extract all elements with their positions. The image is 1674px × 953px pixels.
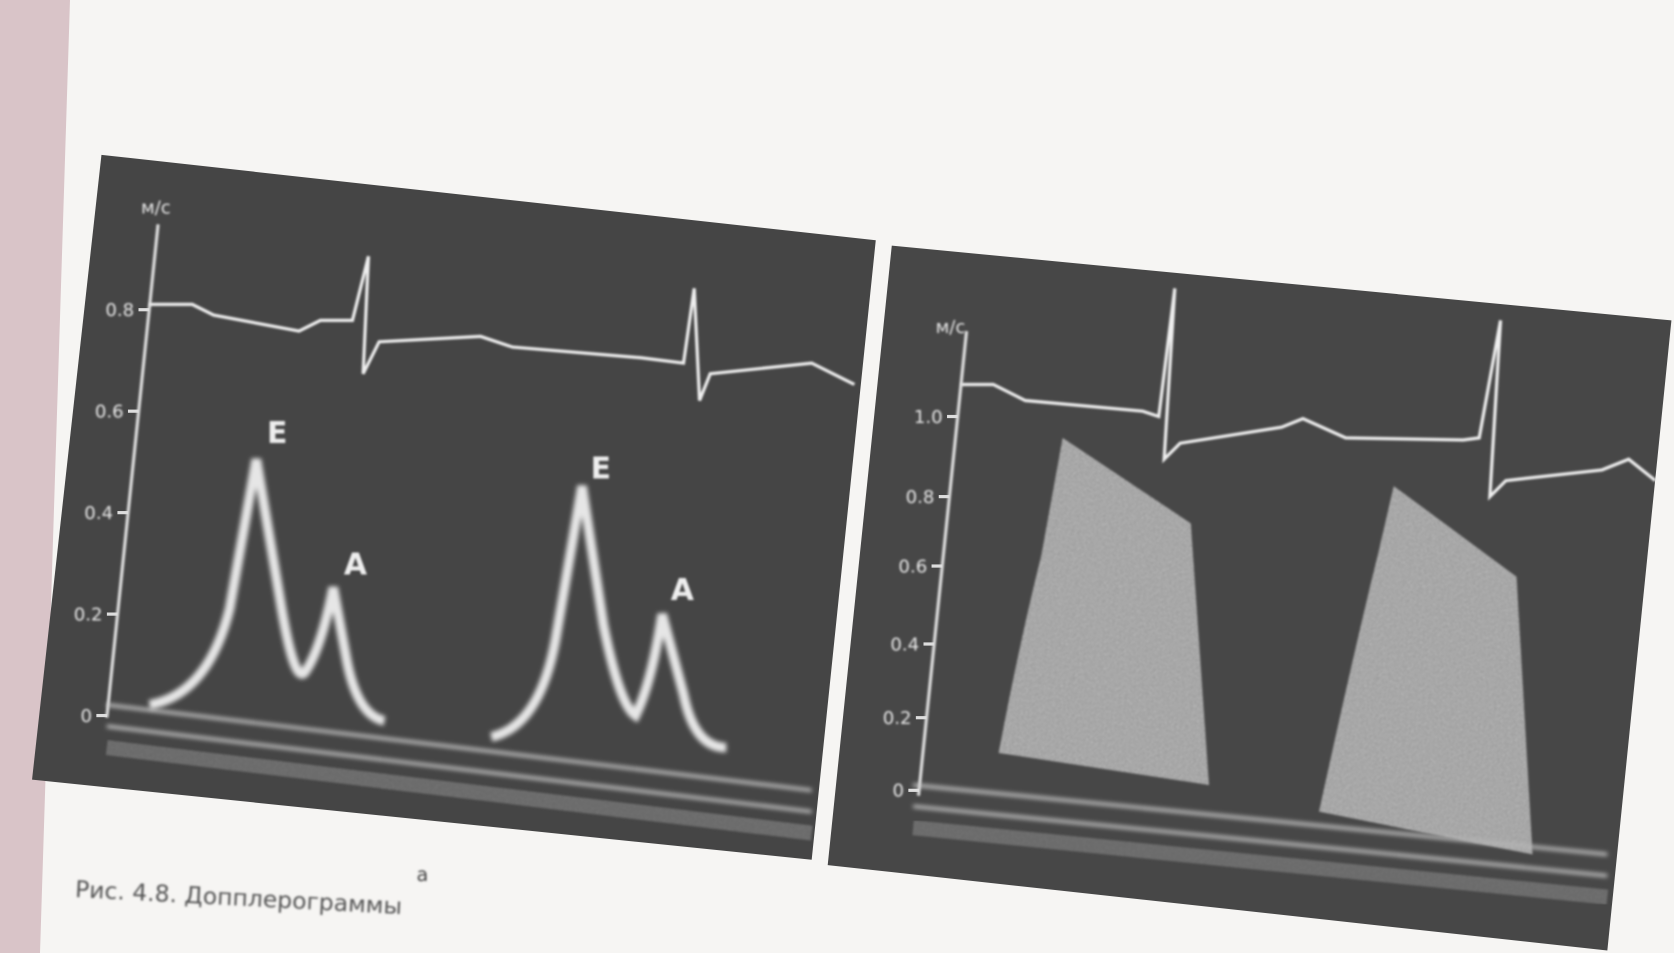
peak-label: E [591, 451, 611, 486]
axis-unit: м/с [936, 317, 966, 338]
axis-unit: м/с [141, 198, 171, 219]
panel-label: а [417, 863, 429, 886]
tick-label: 1.0 [914, 407, 943, 428]
tick-label: 0.6 [95, 402, 124, 423]
tick-label: 0.2 [74, 605, 103, 626]
tick-label: 0 [893, 781, 905, 802]
tick-label: 0.2 [883, 708, 912, 729]
tick-label: 0.6 [898, 556, 927, 577]
peak-label: E [267, 416, 287, 451]
peak-label: A [344, 548, 367, 583]
tick-label: 0.8 [105, 300, 134, 321]
tick-label: 0.4 [890, 634, 919, 655]
page: м/с 0.8 0.6 0.4 0.2 0 E A E Aа м/с 1.0 0.8 0.6 0.4 0.2 0… [0, 0, 1674, 953]
tick-label: 0.4 [84, 503, 113, 524]
tick-label: 0 [81, 706, 93, 727]
tick-label: 0.8 [906, 487, 935, 508]
peak-label: A [671, 573, 694, 608]
doppler-panel [828, 246, 1672, 951]
